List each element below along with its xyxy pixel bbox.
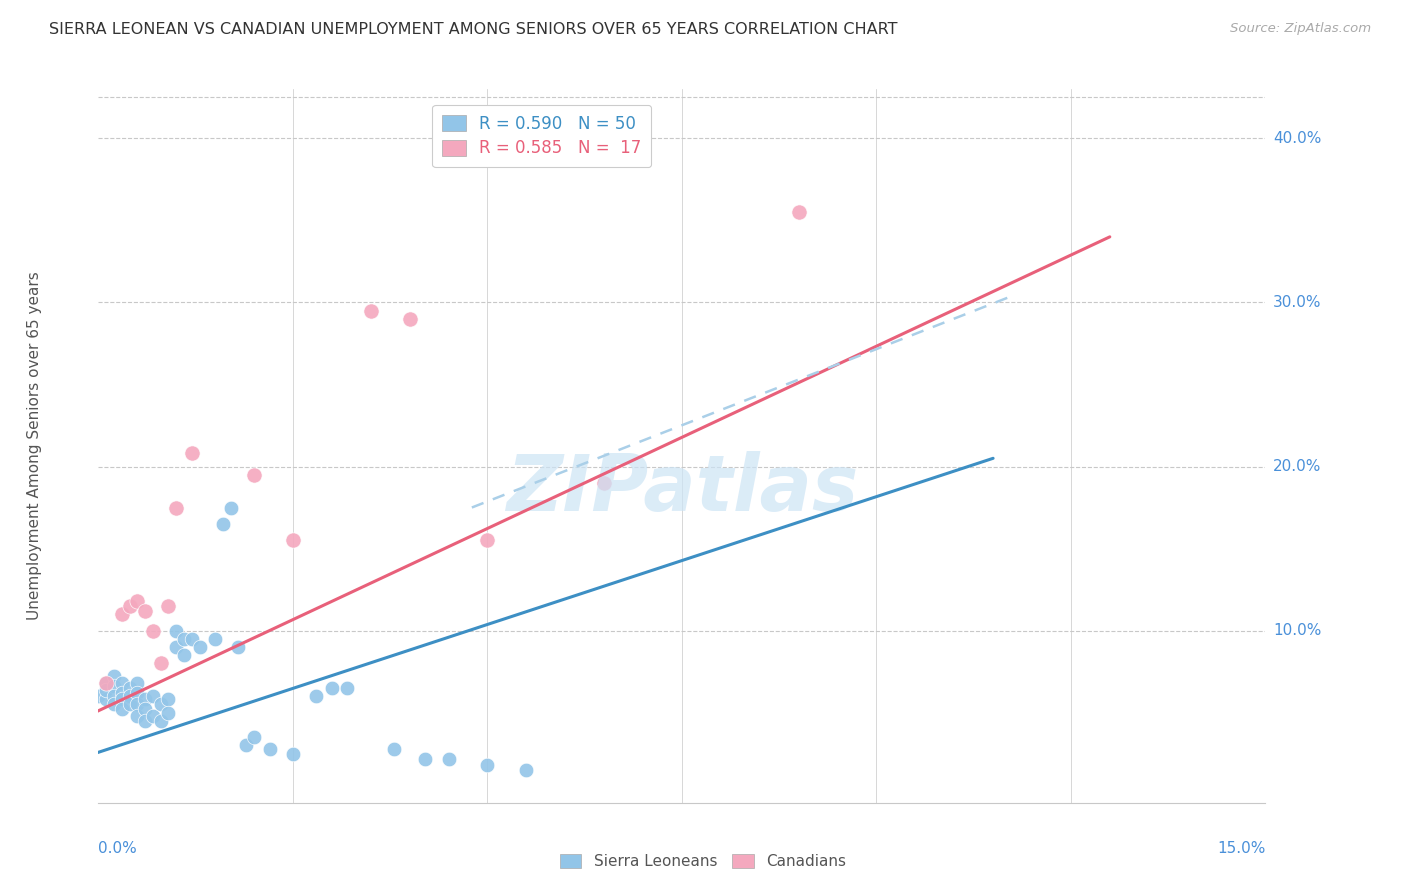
Point — [118, 689, 141, 703]
Point — [413, 751, 436, 765]
Point — [134, 604, 156, 618]
Point — [134, 692, 156, 706]
Point — [259, 741, 281, 756]
Point — [188, 640, 211, 654]
Point — [96, 682, 118, 697]
Point — [118, 698, 141, 712]
Text: 20.0%: 20.0% — [1274, 459, 1322, 474]
Text: Source: ZipAtlas.com: Source: ZipAtlas.com — [1230, 22, 1371, 36]
Point — [118, 599, 141, 613]
Point — [127, 686, 149, 700]
Text: 30.0%: 30.0% — [1274, 295, 1322, 310]
Point — [321, 681, 343, 695]
Point — [149, 657, 172, 671]
Text: ZIPatlas: ZIPatlas — [506, 450, 858, 527]
Point — [111, 692, 134, 706]
Point — [111, 702, 134, 716]
Point — [149, 714, 172, 728]
Point — [111, 676, 134, 690]
Point — [87, 689, 110, 703]
Point — [142, 709, 165, 723]
Point — [281, 533, 304, 548]
Point — [180, 446, 202, 460]
Text: 15.0%: 15.0% — [1218, 840, 1265, 855]
Point — [157, 692, 180, 706]
Text: 0.0%: 0.0% — [98, 840, 138, 855]
Point — [305, 689, 328, 703]
Point — [382, 741, 405, 756]
Point — [111, 607, 134, 622]
Point — [219, 500, 242, 515]
Point — [243, 730, 266, 744]
Point — [165, 500, 187, 515]
Point — [127, 676, 149, 690]
Point — [134, 714, 156, 728]
Point — [142, 689, 165, 703]
Point — [173, 648, 195, 662]
Point — [103, 669, 125, 683]
Point — [281, 747, 304, 761]
Point — [96, 676, 118, 690]
Point — [157, 706, 180, 720]
Point — [228, 640, 250, 654]
Legend: Sierra Leoneans, Canadians: Sierra Leoneans, Canadians — [554, 847, 852, 875]
Point — [127, 709, 149, 723]
Point — [142, 624, 165, 638]
Text: 40.0%: 40.0% — [1274, 131, 1322, 146]
Point — [165, 624, 187, 638]
Point — [180, 632, 202, 646]
Point — [235, 739, 257, 753]
Point — [477, 533, 499, 548]
Point — [165, 640, 187, 654]
Text: 10.0%: 10.0% — [1274, 623, 1322, 638]
Point — [127, 594, 149, 608]
Point — [103, 698, 125, 712]
Point — [103, 679, 125, 693]
Point — [212, 516, 235, 531]
Point — [398, 311, 420, 326]
Point — [103, 689, 125, 703]
Point — [96, 692, 118, 706]
Point — [96, 676, 118, 690]
Point — [243, 467, 266, 482]
Text: SIERRA LEONEAN VS CANADIAN UNEMPLOYMENT AMONG SENIORS OVER 65 YEARS CORRELATION : SIERRA LEONEAN VS CANADIAN UNEMPLOYMENT … — [49, 22, 897, 37]
Point — [593, 475, 616, 490]
Point — [118, 681, 141, 695]
Point — [134, 702, 156, 716]
Text: Unemployment Among Seniors over 65 years: Unemployment Among Seniors over 65 years — [27, 272, 42, 620]
Point — [336, 681, 359, 695]
Point — [477, 758, 499, 772]
Point — [204, 632, 226, 646]
Legend: R = 0.590   N = 50, R = 0.585   N =  17: R = 0.590 N = 50, R = 0.585 N = 17 — [433, 104, 651, 168]
Point — [787, 205, 810, 219]
Point — [157, 599, 180, 613]
Point — [149, 698, 172, 712]
Point — [173, 632, 195, 646]
Point — [111, 686, 134, 700]
Point — [515, 763, 537, 777]
Point — [127, 698, 149, 712]
Point — [360, 303, 382, 318]
Point — [437, 751, 460, 765]
